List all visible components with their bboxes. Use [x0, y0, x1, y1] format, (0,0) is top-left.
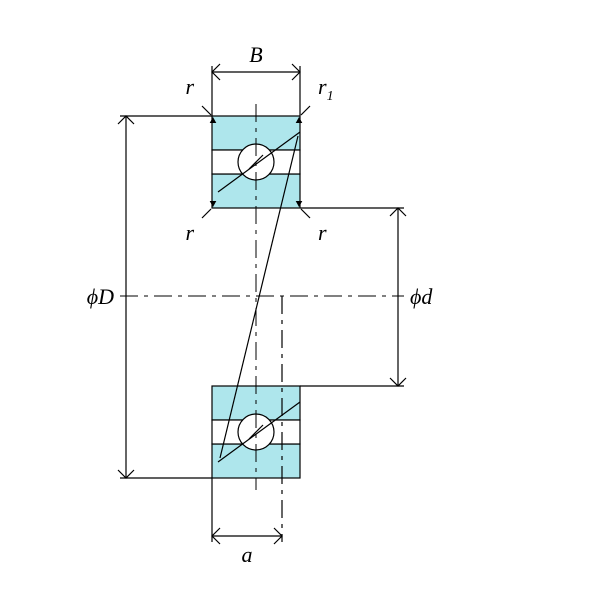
label-phi-d: ϕd — [410, 284, 433, 309]
label-r: r — [185, 220, 194, 245]
label-B: B — [249, 42, 262, 67]
label-a: a — [242, 542, 253, 567]
label-phi-D: ϕD — [87, 284, 114, 309]
label-r: r — [318, 220, 327, 245]
label-r: r — [185, 74, 194, 99]
bearing-diagram: Br r1 r r ϕD ϕd a — [0, 0, 600, 600]
label-r: r1 — [318, 74, 334, 104]
